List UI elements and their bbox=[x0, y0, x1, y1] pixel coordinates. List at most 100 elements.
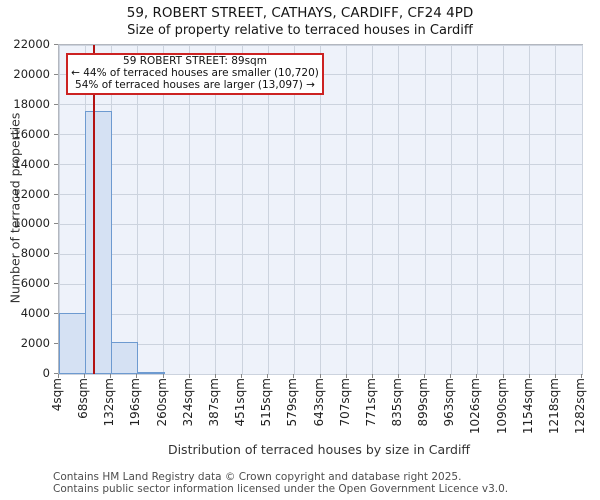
x-tick-label: 1218sqm bbox=[546, 378, 561, 435]
y-tick-mark bbox=[54, 133, 58, 135]
x-tick-label: 4sqm bbox=[50, 378, 64, 412]
x-tick-label: 1154sqm bbox=[520, 378, 535, 435]
y-tick-mark bbox=[54, 44, 58, 45]
y-tick-label: 22000 bbox=[13, 37, 50, 51]
x-tick-mark bbox=[476, 374, 478, 378]
gridline-vertical bbox=[215, 45, 217, 374]
gridline-vertical bbox=[163, 45, 165, 374]
footer-line-1: Contains HM Land Registry data © Crown c… bbox=[53, 471, 462, 483]
y-tick-mark bbox=[54, 313, 58, 315]
gridline-vertical bbox=[267, 45, 269, 374]
x-tick-mark bbox=[162, 374, 164, 378]
y-tick-label: 20000 bbox=[13, 66, 50, 81]
x-tick-mark bbox=[397, 374, 399, 378]
x-tick-label: 387sqm bbox=[206, 378, 221, 427]
histogram-bar bbox=[85, 110, 113, 374]
gridline-vertical bbox=[293, 45, 295, 374]
x-tick-label: 771sqm bbox=[363, 378, 378, 427]
x-tick-label: 899sqm bbox=[416, 378, 431, 427]
y-tick-label: 14000 bbox=[13, 156, 50, 171]
x-tick-label: 260sqm bbox=[154, 378, 169, 427]
y-tick-mark bbox=[54, 163, 58, 165]
chart-title: 59, ROBERT STREET, CATHAYS, CARDIFF, CF2… bbox=[126, 5, 474, 21]
y-tick-mark bbox=[54, 73, 58, 75]
gridline-vertical bbox=[503, 45, 505, 374]
gridline-vertical bbox=[398, 45, 400, 374]
x-tick-label: 643sqm bbox=[311, 378, 326, 427]
x-tick-label: 579sqm bbox=[285, 378, 300, 427]
gridline-vertical bbox=[241, 45, 243, 374]
gridline-vertical bbox=[58, 45, 60, 374]
annotation-line-1: 59 ROBERT STREET: 89sqm bbox=[123, 55, 267, 67]
x-tick-mark bbox=[214, 374, 216, 378]
histogram-bar bbox=[111, 341, 139, 374]
gridline-vertical bbox=[346, 45, 348, 374]
y-tick-mark bbox=[54, 343, 58, 345]
x-tick-label: 963sqm bbox=[442, 378, 457, 427]
x-tick-label: 324sqm bbox=[180, 378, 195, 427]
x-tick-mark bbox=[424, 374, 426, 378]
x-tick-label: 515sqm bbox=[259, 378, 274, 427]
y-axis-label: Number of terraced properties bbox=[7, 112, 23, 304]
gridline-vertical bbox=[555, 45, 557, 374]
gridline-vertical bbox=[529, 45, 531, 374]
y-tick-label: 0 bbox=[42, 366, 50, 380]
x-tick-mark bbox=[136, 374, 138, 378]
histogram-bar bbox=[137, 371, 165, 374]
x-tick-label: 835sqm bbox=[389, 378, 404, 427]
x-axis-label: Distribution of terraced houses by size … bbox=[167, 442, 471, 457]
x-tick-label: 451sqm bbox=[233, 378, 248, 427]
x-tick-label: 1090sqm bbox=[494, 378, 509, 435]
x-tick-mark bbox=[110, 374, 112, 378]
y-tick-label: 8000 bbox=[20, 246, 50, 261]
x-tick-mark bbox=[581, 374, 582, 378]
gridline-vertical bbox=[450, 45, 452, 374]
y-tick-label: 6000 bbox=[20, 276, 50, 291]
x-tick-mark bbox=[319, 374, 321, 378]
gridline-horizontal bbox=[59, 373, 582, 375]
gridline-vertical bbox=[476, 45, 478, 374]
gridline-vertical bbox=[189, 45, 191, 374]
y-tick-label: 18000 bbox=[13, 96, 50, 111]
x-tick-mark bbox=[502, 374, 504, 378]
x-tick-mark bbox=[554, 374, 556, 378]
y-tick-mark bbox=[54, 283, 58, 285]
y-tick-label: 16000 bbox=[13, 126, 50, 141]
x-tick-label: 1026sqm bbox=[468, 378, 483, 435]
x-tick-mark bbox=[450, 374, 452, 378]
y-tick-label: 2000 bbox=[20, 336, 50, 351]
gridline-vertical bbox=[372, 45, 374, 374]
y-tick-mark bbox=[54, 373, 58, 374]
x-tick-mark bbox=[528, 374, 530, 378]
x-tick-mark bbox=[241, 374, 243, 378]
x-tick-label: 1282sqm bbox=[573, 378, 587, 435]
property-size-marker-line bbox=[92, 45, 95, 374]
x-tick-mark bbox=[58, 374, 59, 378]
gridline-vertical bbox=[320, 45, 321, 374]
gridline-vertical bbox=[424, 45, 426, 374]
x-tick-label: 196sqm bbox=[128, 378, 143, 427]
x-tick-label: 68sqm bbox=[76, 378, 91, 419]
x-tick-mark bbox=[371, 374, 373, 378]
histogram-bar bbox=[59, 312, 87, 374]
annotation-line-3: 54% of terraced houses are larger (13,09… bbox=[75, 78, 315, 91]
plot-area: 59 ROBERT STREET: 89sqm ← 44% of terrace… bbox=[58, 44, 583, 375]
x-tick-mark bbox=[345, 374, 347, 378]
y-tick-label: 4000 bbox=[20, 306, 50, 321]
gridline-vertical bbox=[136, 45, 138, 374]
x-tick-label: 132sqm bbox=[102, 378, 117, 427]
annotation-line-2: ← 44% of terraced houses are smaller (10… bbox=[71, 66, 319, 79]
gridline-vertical bbox=[581, 45, 583, 374]
footer-line-2: Contains public sector information licen… bbox=[53, 482, 509, 495]
y-tick-mark bbox=[54, 193, 58, 195]
x-tick-label: 707sqm bbox=[337, 378, 352, 427]
annotation-box: 59 ROBERT STREET: 89sqm ← 44% of terrace… bbox=[66, 53, 324, 96]
chart-subtitle: Size of property relative to terraced ho… bbox=[127, 23, 473, 38]
y-tick-mark bbox=[54, 223, 58, 225]
y-tick-label: 10000 bbox=[13, 216, 50, 231]
y-tick-mark bbox=[54, 253, 58, 255]
x-tick-mark bbox=[293, 374, 295, 378]
x-tick-mark bbox=[267, 374, 269, 378]
x-tick-mark bbox=[188, 374, 190, 378]
